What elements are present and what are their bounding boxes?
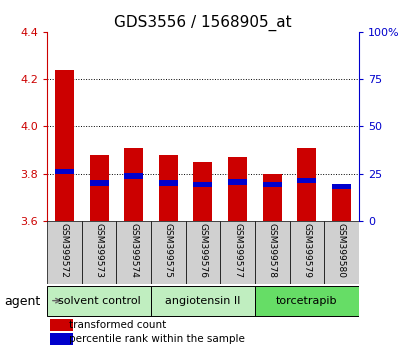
- Bar: [50, 319, 72, 331]
- Bar: [297, 148, 316, 221]
- Bar: [116, 221, 151, 284]
- Bar: [262, 174, 281, 221]
- Bar: [227, 157, 247, 221]
- Bar: [289, 221, 324, 284]
- Text: GSM399576: GSM399576: [198, 223, 207, 278]
- Bar: [151, 286, 254, 316]
- Bar: [185, 221, 220, 284]
- Text: GSM399579: GSM399579: [301, 223, 310, 278]
- Text: percentile rank within the sample: percentile rank within the sample: [69, 334, 244, 344]
- Text: transformed count: transformed count: [69, 320, 166, 330]
- Bar: [158, 181, 178, 186]
- Bar: [47, 286, 151, 316]
- Bar: [81, 221, 116, 284]
- Text: GSM399575: GSM399575: [164, 223, 173, 278]
- Bar: [331, 188, 350, 221]
- Text: GSM399578: GSM399578: [267, 223, 276, 278]
- Bar: [220, 221, 254, 284]
- Bar: [254, 286, 358, 316]
- Text: agent: agent: [4, 295, 40, 308]
- Bar: [89, 155, 108, 221]
- Bar: [254, 221, 289, 284]
- Bar: [50, 333, 72, 344]
- Bar: [262, 182, 281, 187]
- Bar: [227, 179, 247, 184]
- Bar: [193, 182, 212, 187]
- Text: torcetrapib: torcetrapib: [275, 296, 337, 306]
- Bar: [297, 178, 316, 183]
- Bar: [47, 221, 81, 284]
- Bar: [55, 169, 74, 174]
- Bar: [124, 173, 143, 179]
- Text: GSM399577: GSM399577: [232, 223, 241, 278]
- Bar: [89, 181, 108, 186]
- Bar: [324, 221, 358, 284]
- Bar: [55, 70, 74, 221]
- Bar: [158, 155, 178, 221]
- Text: angiotensin II: angiotensin II: [165, 296, 240, 306]
- Bar: [151, 221, 185, 284]
- Text: GSM399580: GSM399580: [336, 223, 345, 278]
- Text: solvent control: solvent control: [58, 296, 140, 306]
- Bar: [193, 162, 212, 221]
- Text: GSM399573: GSM399573: [94, 223, 103, 278]
- Title: GDS3556 / 1568905_at: GDS3556 / 1568905_at: [114, 14, 291, 30]
- Text: GSM399574: GSM399574: [129, 223, 138, 278]
- Text: GSM399572: GSM399572: [60, 223, 69, 278]
- Bar: [124, 148, 143, 221]
- Bar: [331, 184, 350, 189]
